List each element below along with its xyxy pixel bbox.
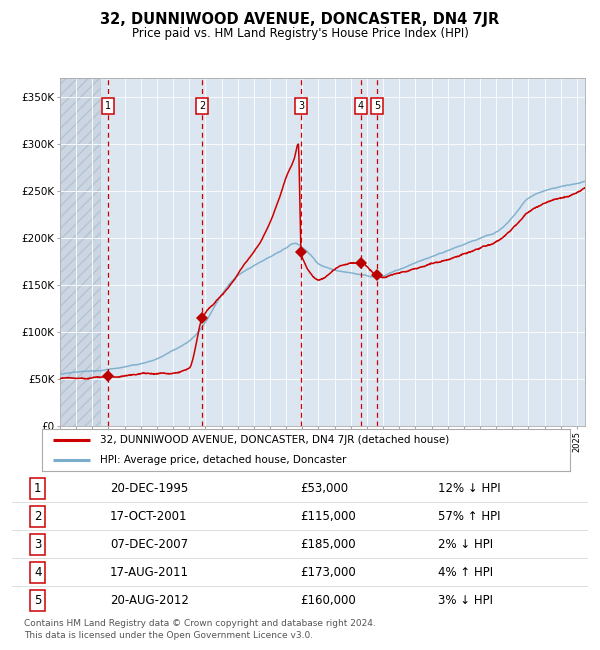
Bar xyxy=(60,78,100,426)
Text: 3: 3 xyxy=(298,101,304,111)
Text: HPI: Average price, detached house, Doncaster: HPI: Average price, detached house, Donc… xyxy=(100,455,346,465)
Text: 1: 1 xyxy=(34,482,41,495)
Text: 17-AUG-2011: 17-AUG-2011 xyxy=(110,566,189,579)
Text: 2: 2 xyxy=(34,510,41,523)
Text: £53,000: £53,000 xyxy=(300,482,348,495)
Text: 5: 5 xyxy=(374,101,380,111)
Text: 12% ↓ HPI: 12% ↓ HPI xyxy=(438,482,501,495)
Text: Contains HM Land Registry data © Crown copyright and database right 2024.
This d: Contains HM Land Registry data © Crown c… xyxy=(24,619,376,640)
Text: 32, DUNNIWOOD AVENUE, DONCASTER, DN4 7JR (detached house): 32, DUNNIWOOD AVENUE, DONCASTER, DN4 7JR… xyxy=(100,436,449,445)
Text: 20-DEC-1995: 20-DEC-1995 xyxy=(110,482,188,495)
Text: 4% ↑ HPI: 4% ↑ HPI xyxy=(438,566,493,579)
Text: £173,000: £173,000 xyxy=(300,566,356,579)
Text: 17-OCT-2001: 17-OCT-2001 xyxy=(110,510,187,523)
Text: 57% ↑ HPI: 57% ↑ HPI xyxy=(438,510,501,523)
Text: 4: 4 xyxy=(34,566,41,579)
Text: 2% ↓ HPI: 2% ↓ HPI xyxy=(438,538,493,551)
Text: £160,000: £160,000 xyxy=(300,594,356,607)
Text: 07-DEC-2007: 07-DEC-2007 xyxy=(110,538,188,551)
Text: £185,000: £185,000 xyxy=(300,538,356,551)
Text: £115,000: £115,000 xyxy=(300,510,356,523)
Text: 20-AUG-2012: 20-AUG-2012 xyxy=(110,594,189,607)
Text: 32, DUNNIWOOD AVENUE, DONCASTER, DN4 7JR: 32, DUNNIWOOD AVENUE, DONCASTER, DN4 7JR xyxy=(100,12,500,27)
Text: 1: 1 xyxy=(105,101,111,111)
Text: 2: 2 xyxy=(199,101,205,111)
Text: 3: 3 xyxy=(34,538,41,551)
Text: Price paid vs. HM Land Registry's House Price Index (HPI): Price paid vs. HM Land Registry's House … xyxy=(131,27,469,40)
Text: 3% ↓ HPI: 3% ↓ HPI xyxy=(438,594,493,607)
Text: 5: 5 xyxy=(34,594,41,607)
Text: 4: 4 xyxy=(358,101,364,111)
